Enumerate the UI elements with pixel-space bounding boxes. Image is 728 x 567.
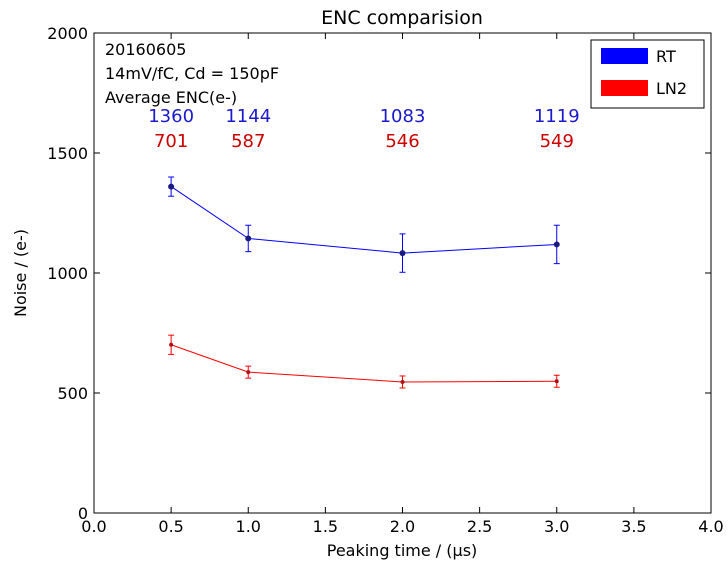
annotation-settings: 14mV/fC, Cd = 150pF — [105, 64, 279, 83]
value-label-ln2: 587 — [231, 131, 265, 152]
series-line-ln2 — [170, 344, 557, 383]
x-tick-label: 4.0 — [698, 517, 723, 536]
value-label-ln2: 701 — [154, 131, 188, 152]
value-label-rt: 1360 — [148, 106, 194, 127]
x-tick-label: 3.0 — [544, 517, 569, 536]
x-tick-label: 1.5 — [313, 517, 338, 536]
x-tick-label: 0.0 — [81, 517, 106, 536]
x-tick-label: 2.5 — [467, 517, 492, 536]
y-tick-label: 1500 — [47, 144, 88, 163]
x-tick-label: 2.0 — [390, 517, 415, 536]
data-point-rt — [245, 235, 252, 242]
axis-ticks: 0.0 0.5 1.0 1.5 2.0 2.5 3.0 3.5 4.0 0 500 1000 1500 2… — [47, 24, 723, 536]
chart-title: ENC comparision — [321, 7, 483, 29]
y-tick-label: 500 — [57, 384, 88, 403]
y-axis-label: Noise / (e-) — [11, 229, 30, 317]
series-layer — [168, 176, 560, 389]
value-label-rt: 1144 — [225, 106, 271, 127]
value-label-ln2: 546 — [385, 131, 419, 152]
x-axis-label: Peaking time / (μs) — [327, 541, 478, 560]
value-labels: 1360 1144 1083 1119 701 587 546 549 — [148, 106, 579, 152]
annotation-average-heading: Average ENC(e-) — [105, 88, 237, 107]
data-point-ln2 — [246, 370, 251, 375]
data-point-ln2 — [169, 342, 174, 347]
y-tick-label: 0 — [78, 504, 88, 523]
annotations: 20160605 14mV/fC, Cd = 150pF Average ENC… — [105, 40, 279, 107]
legend-swatch-ln2 — [601, 80, 648, 96]
value-label-rt: 1083 — [380, 106, 426, 127]
x-tick-label: 3.5 — [621, 517, 646, 536]
data-point-rt — [168, 183, 175, 190]
data-point-rt — [399, 250, 406, 257]
data-point-ln2 — [400, 379, 405, 384]
legend-label-ln2: LN2 — [656, 79, 687, 98]
value-label-ln2: 549 — [540, 131, 574, 152]
legend-label-rt: RT — [656, 47, 676, 66]
value-label-rt: 1119 — [534, 106, 580, 127]
annotation-date: 20160605 — [105, 40, 186, 59]
y-tick-label: 1000 — [47, 264, 88, 283]
data-point-rt — [553, 241, 560, 248]
y-tick-label: 2000 — [47, 24, 88, 43]
legend: RT LN2 — [590, 39, 705, 109]
series-line-rt — [170, 186, 557, 254]
data-point-ln2 — [554, 379, 559, 384]
x-tick-label: 1.0 — [236, 517, 261, 536]
legend-swatch-rt — [601, 48, 648, 64]
x-tick-label: 0.5 — [158, 517, 183, 536]
